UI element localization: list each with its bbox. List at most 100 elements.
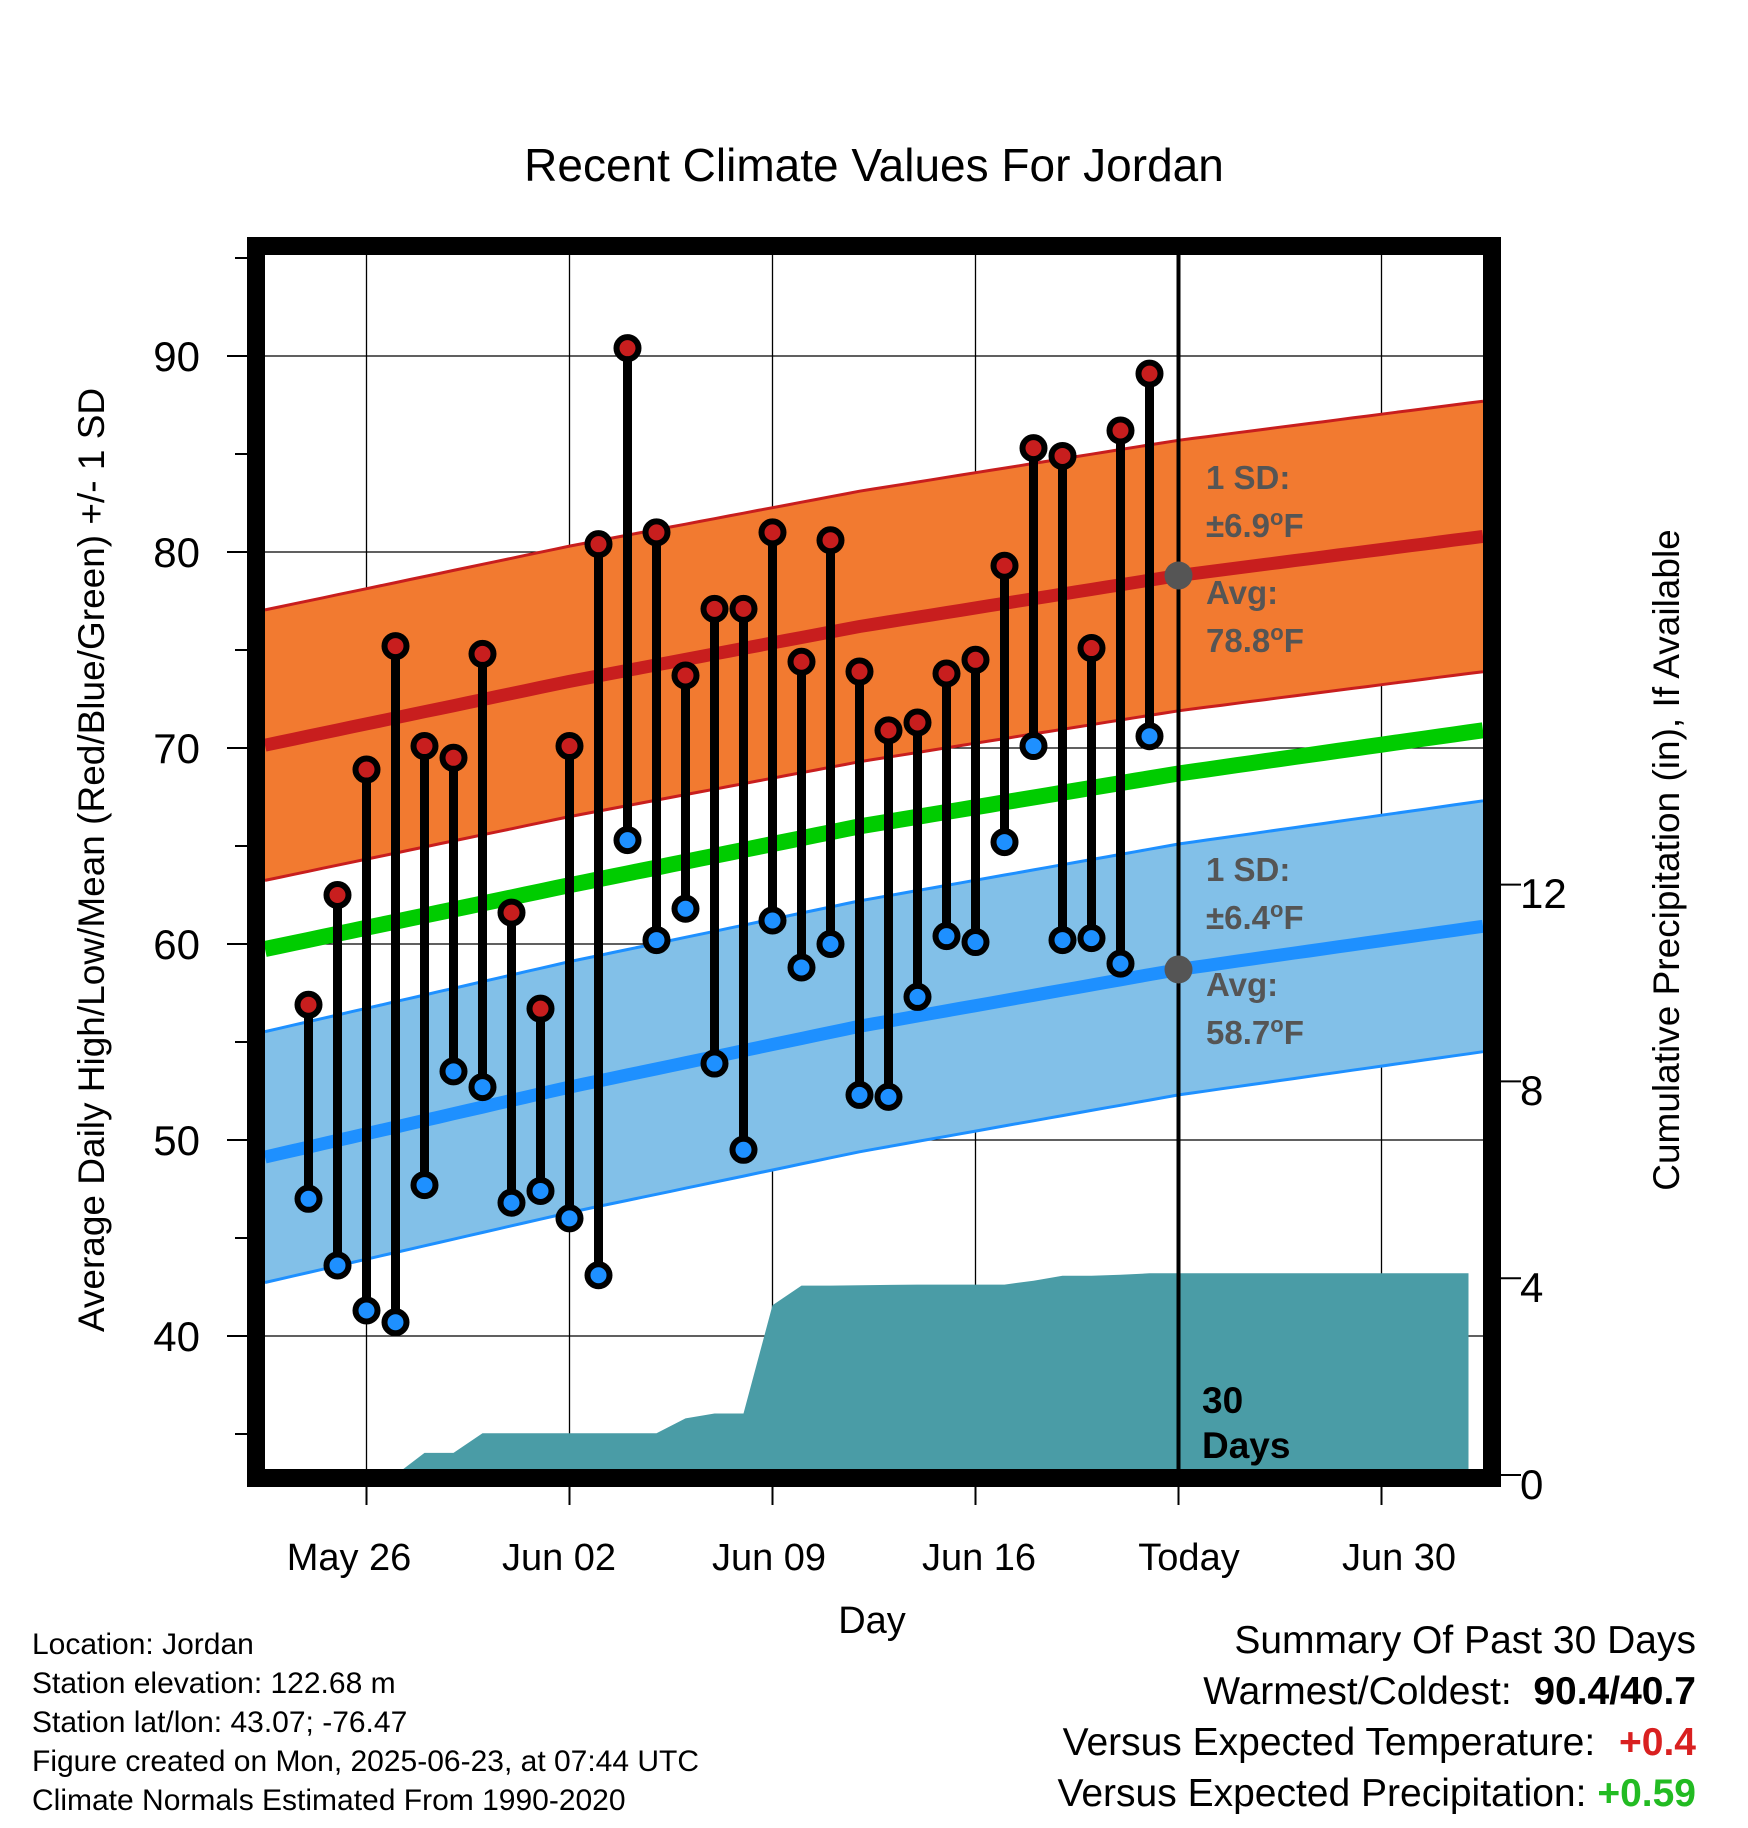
daily-high-point: [903, 708, 932, 737]
daily-high-point: [787, 647, 816, 676]
station-metadata: Location: Jordan Station elevation: 122.…: [32, 1625, 699, 1820]
daily-high-point: [1019, 434, 1048, 463]
warmest-value: 90.4: [1533, 1670, 1610, 1713]
y-tick-label: 40: [153, 1313, 200, 1360]
daily-low-point: [1019, 732, 1048, 761]
high-sd-unit: F: [1283, 507, 1304, 544]
precip-anomaly-value: +0.59: [1597, 1772, 1696, 1815]
high-normal-today-dot: [1164, 561, 1193, 590]
daily-high-point: [294, 990, 323, 1019]
daily-high-point: [1048, 441, 1077, 470]
daily-low-point: [990, 828, 1019, 857]
low-avg-value: 58.7: [1206, 1014, 1271, 1051]
summary-heading: Summary Of Past 30 Days: [1234, 1619, 1696, 1662]
daily-high-point: [526, 994, 555, 1023]
low-avg-unit: F: [1283, 1014, 1304, 1051]
high-band-lower-edge: [264, 670, 1484, 882]
low-normal-line: [263, 919, 1484, 1164]
daily-high-point: [961, 645, 990, 674]
high-sd-label: 1 SD:: [1206, 459, 1291, 496]
high-avg-annotation: Avg: 78.8oF: [1206, 574, 1304, 659]
daily-high-point: [555, 732, 584, 761]
low-avg-annotation: Avg: 58.7oF: [1206, 966, 1304, 1051]
daily-high-point: [700, 594, 729, 623]
low-avg-label: Avg:: [1206, 966, 1279, 1003]
daily-low-point: [294, 1184, 323, 1213]
period-number: 30: [1202, 1380, 1244, 1421]
daily-high-point: [381, 632, 410, 661]
y-tick-label: 70: [153, 725, 200, 772]
x-axis-label: Day: [838, 1600, 906, 1642]
daily-high-point: [990, 551, 1019, 580]
x-tick-label: Today: [1138, 1537, 1240, 1579]
daily-high-point: [1106, 416, 1135, 445]
daily-low-point: [903, 982, 932, 1011]
daily-low-point: [497, 1188, 526, 1217]
period-label: 30 Days: [1202, 1378, 1290, 1468]
daily-high-point: [671, 661, 700, 690]
daily-high-point: [729, 594, 758, 623]
x-tick-label: May 26: [286, 1537, 412, 1579]
daily-high-point: [613, 334, 642, 363]
daily-high-point: [1077, 634, 1106, 663]
x-tick-label: Jun 16: [921, 1537, 1037, 1579]
daily-high-point: [497, 898, 526, 927]
low-sd-label: 1 SD:: [1206, 851, 1291, 888]
mean-normal-line: [263, 722, 1485, 957]
x-tick-label: Jun 30: [1341, 1537, 1457, 1579]
daily-low-point: [526, 1176, 555, 1205]
meta-latlon: Station lat/lon: 43.07; -76.47: [32, 1706, 408, 1739]
warm-cold-label: Warmest/Coldest:: [1203, 1670, 1512, 1713]
summary-warm-cold-row: Warmest/Coldest: 90.4/40.7: [1058, 1666, 1696, 1717]
daily-low-point: [671, 894, 700, 923]
daily-high-point: [758, 518, 787, 547]
high-avg-unit: F: [1283, 622, 1304, 659]
daily-high-point: [642, 518, 671, 547]
daily-low-point: [1077, 924, 1106, 953]
y2-axis-label: Cumulative Precipitation (in), If Availa…: [1646, 529, 1687, 1191]
cumulative-precip-area: [279, 1273, 1469, 1475]
high-avg-label: Avg:: [1206, 574, 1279, 611]
daily-low-point: [642, 926, 671, 955]
meta-location: Location: Jordan: [32, 1628, 254, 1661]
daily-low-point: [584, 1261, 613, 1290]
daily-high-point: [439, 743, 468, 772]
y2-tick-label: 12: [1520, 870, 1567, 917]
meta-created: Figure created on Mon, 2025-06-23, at 07…: [32, 1745, 700, 1778]
high-avg-value: 78.8: [1206, 622, 1271, 659]
daily-high-point: [323, 881, 352, 909]
period-unit: Days: [1202, 1425, 1291, 1466]
daily-low-point: [1106, 949, 1135, 978]
meta-normals: Climate Normals Estimated From 1990-2020: [32, 1784, 626, 1817]
y-axis-label: Average Daily High/Low/Mean (Red/Blue/Gr…: [71, 387, 112, 1333]
coldest-value: 40.7: [1620, 1670, 1696, 1713]
daily-low-point: [816, 930, 845, 958]
temp-anomaly-label: Versus Expected Temperature:: [1062, 1721, 1596, 1764]
daily-high-point: [874, 716, 903, 745]
y-tick-label: 80: [153, 529, 200, 576]
chart-title: Recent Climate Values For Jordan: [524, 139, 1224, 191]
daily-low-point: [468, 1073, 497, 1102]
high-sd-annotation: 1 SD: ±6.9oF: [1206, 459, 1304, 544]
daily-low-point: [555, 1204, 584, 1233]
y2-tick-label: 8: [1520, 1067, 1544, 1114]
high-sd-value: ±6.9: [1206, 507, 1270, 544]
daily-low-point: [787, 953, 816, 982]
summary-precip-row: Versus Expected Precipitation: +0.59: [1058, 1768, 1697, 1819]
daily-high-point: [1135, 359, 1164, 388]
high-band-upper-edge: [264, 399, 1484, 612]
precip-anomaly-label: Versus Expected Precipitation:: [1057, 1772, 1587, 1815]
meta-elevation: Station elevation: 122.68 m: [32, 1667, 396, 1700]
summary-temp-row: Versus Expected Temperature: +0.4: [1058, 1717, 1696, 1768]
precip-area: [279, 1273, 1469, 1475]
daily-low-point: [932, 922, 961, 951]
plot-frame: [247, 237, 1501, 1487]
daily-high-point: [845, 657, 874, 686]
daily-low-point: [1048, 926, 1077, 955]
daily-low-point: [410, 1171, 439, 1200]
daily-low-point: [381, 1308, 410, 1337]
daily-high-point: [352, 755, 381, 784]
low-sd-value: ±6.4: [1206, 899, 1270, 936]
daily-low-point: [845, 1080, 874, 1109]
